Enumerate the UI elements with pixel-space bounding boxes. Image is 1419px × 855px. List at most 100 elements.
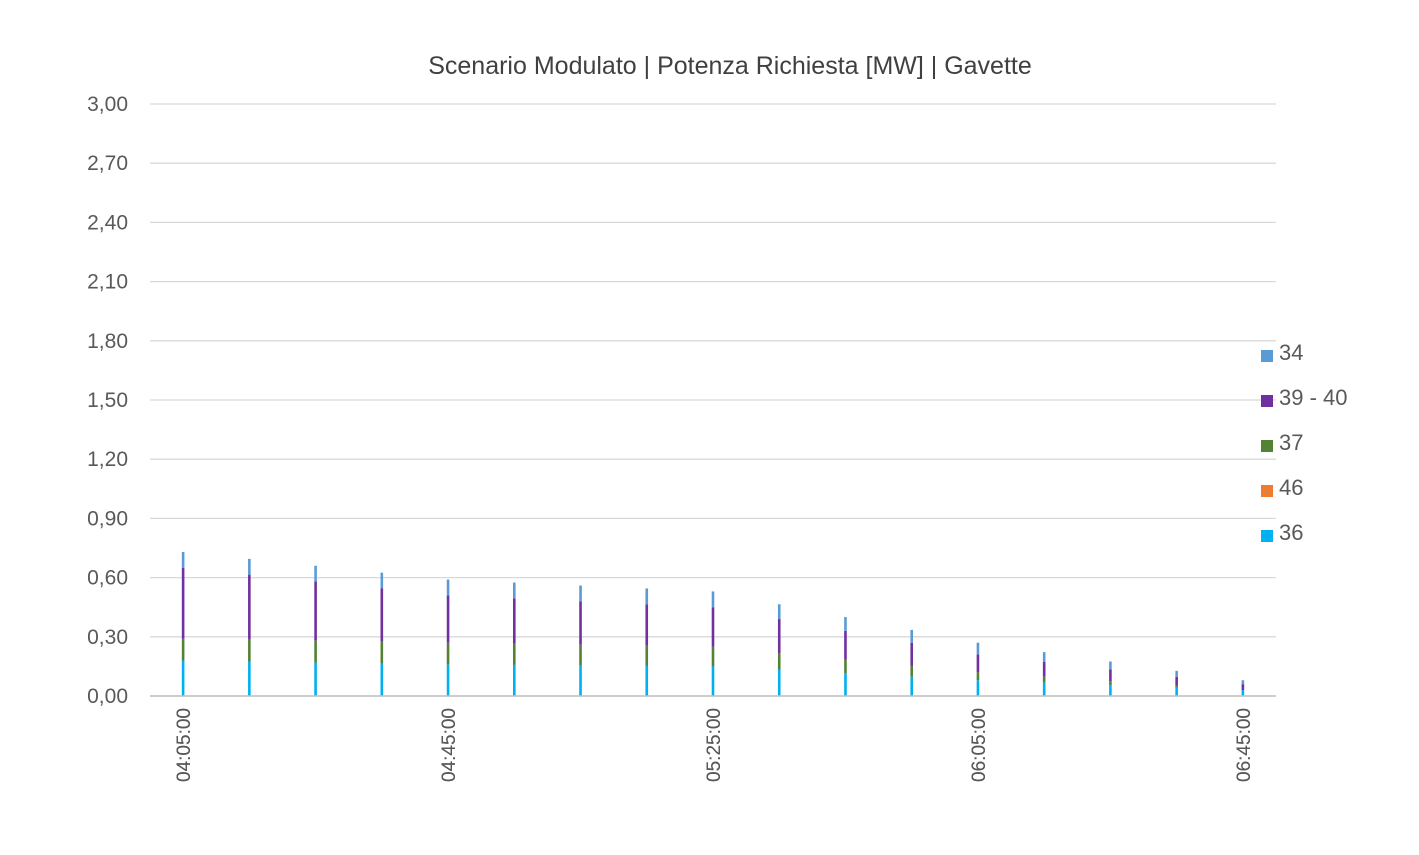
bar-segment <box>181 567 185 639</box>
bar-segment <box>976 642 980 655</box>
bar-segment <box>1175 670 1178 677</box>
bar-segment <box>910 642 914 666</box>
bar-segment <box>579 665 582 696</box>
legend-label: 36 <box>1279 520 1304 545</box>
bar-segment <box>579 644 582 666</box>
legend-swatch <box>1261 440 1273 452</box>
bar-segment <box>181 551 185 568</box>
y-tick-label: 0,00 <box>87 685 128 708</box>
y-tick-label: 2,40 <box>87 211 128 234</box>
bar-segment <box>579 585 582 602</box>
bar-segment <box>248 661 251 696</box>
bar-segment <box>910 629 914 643</box>
bar-segment <box>910 676 914 696</box>
y-tick-label: 2,10 <box>87 271 128 294</box>
bar-segment <box>1109 681 1112 686</box>
bar-segment <box>314 581 317 641</box>
bar-segment <box>910 665 914 677</box>
bar-segment <box>645 588 649 605</box>
legend-swatch <box>1261 395 1273 407</box>
y-tick-label: 2,70 <box>87 152 128 175</box>
bar-segment <box>777 604 781 620</box>
bar-segment <box>380 588 384 642</box>
bar-segment <box>711 607 715 647</box>
bar-segment <box>446 664 450 696</box>
bar-segment <box>446 642 450 665</box>
bar-segment <box>844 659 847 674</box>
x-tick-label: 05:25:00 <box>704 708 725 782</box>
legend-swatch <box>1261 485 1273 497</box>
bar-segment <box>181 660 185 696</box>
x-axis-ticks: 04:05:00 04:45:00 05:25:00 06:05:00 06:45:00… <box>174 708 1255 782</box>
bar-segment <box>314 565 317 582</box>
bar-segment <box>777 653 781 670</box>
x-tick-label: 06:05:00 <box>969 708 990 782</box>
bar-segment <box>844 673 847 696</box>
x-tick-label: 04:05:00 <box>174 708 195 782</box>
legend-label: 39 - 40 <box>1279 385 1348 410</box>
bar-segment <box>1109 669 1112 682</box>
bar-segment <box>1042 682 1046 696</box>
bar-segment <box>512 582 516 599</box>
bar-segment <box>1042 652 1046 662</box>
y-tick-label: 0,60 <box>87 567 128 590</box>
y-tick-label: 3,00 <box>87 93 128 116</box>
bar-segment <box>579 601 582 645</box>
bar-segment <box>1109 661 1112 670</box>
x-tick-label: 04:05:00 <box>174 708 195 782</box>
x-tick-label: 06:45:00 <box>1234 708 1255 782</box>
bar-segment <box>446 579 450 596</box>
bar-segment <box>645 604 649 646</box>
bar-segment <box>446 595 450 643</box>
y-tick-label: 1,50 <box>87 389 128 412</box>
x-tick-label: 04:45:00 <box>439 708 460 782</box>
bar-segment <box>314 640 317 663</box>
chart-title: Scenario Modulato | Potenza Richiesta [M… <box>428 52 1032 80</box>
bar-segment <box>314 662 317 696</box>
bar-segment <box>1042 661 1046 677</box>
bar-segment <box>380 663 384 696</box>
bar-segment <box>380 572 384 589</box>
x-tick-label: 06:45:00 <box>1234 708 1255 782</box>
bar-segment <box>1241 684 1245 691</box>
bar-segment <box>711 666 715 696</box>
bar-segment <box>1175 676 1178 686</box>
bar-segment <box>645 645 649 666</box>
bar-segment <box>512 598 516 644</box>
x-tick-label: 05:25:00 <box>704 708 725 782</box>
bar-segment <box>1241 680 1245 685</box>
bar-segment <box>1042 676 1046 683</box>
x-tick-label: 04:45:00 <box>439 708 460 782</box>
bar-segment <box>844 630 847 660</box>
legend-label: 34 <box>1279 340 1304 365</box>
y-tick-label: 0,90 <box>87 507 128 530</box>
bar-segment <box>1175 687 1178 696</box>
bar-segment <box>976 672 980 681</box>
bars <box>181 551 1245 696</box>
bar-segment <box>976 654 980 673</box>
bar-segment <box>976 680 980 696</box>
bar-segment <box>844 617 847 631</box>
bar-segment <box>512 643 516 665</box>
legend-label: 46 <box>1279 475 1304 500</box>
bar-segment <box>512 664 516 696</box>
legend-swatch <box>1261 530 1273 542</box>
bar-segment <box>181 638 185 661</box>
bar-segment <box>248 558 251 575</box>
bar-segment <box>711 646 715 667</box>
bar-segment <box>777 619 781 654</box>
y-tick-label: 0,30 <box>87 626 128 649</box>
bar-segment <box>380 641 384 664</box>
y-axis-ticks: 0,00 0,30 0,60 0,90 1,20 1,50 1,80 2,10 2,40 2,70… <box>87 93 128 708</box>
y-tick-label: 1,20 <box>87 448 128 471</box>
x-tick-label: 06:05:00 <box>969 708 990 782</box>
bar-segment <box>711 591 715 608</box>
legend-swatch <box>1261 350 1273 362</box>
bar-segment <box>1109 685 1112 696</box>
bar-segment <box>1241 690 1245 696</box>
y-tick-label: 1,80 <box>87 330 128 353</box>
bar-segment <box>248 574 251 640</box>
bar-segment <box>248 639 251 662</box>
bar-segment <box>1175 685 1178 688</box>
